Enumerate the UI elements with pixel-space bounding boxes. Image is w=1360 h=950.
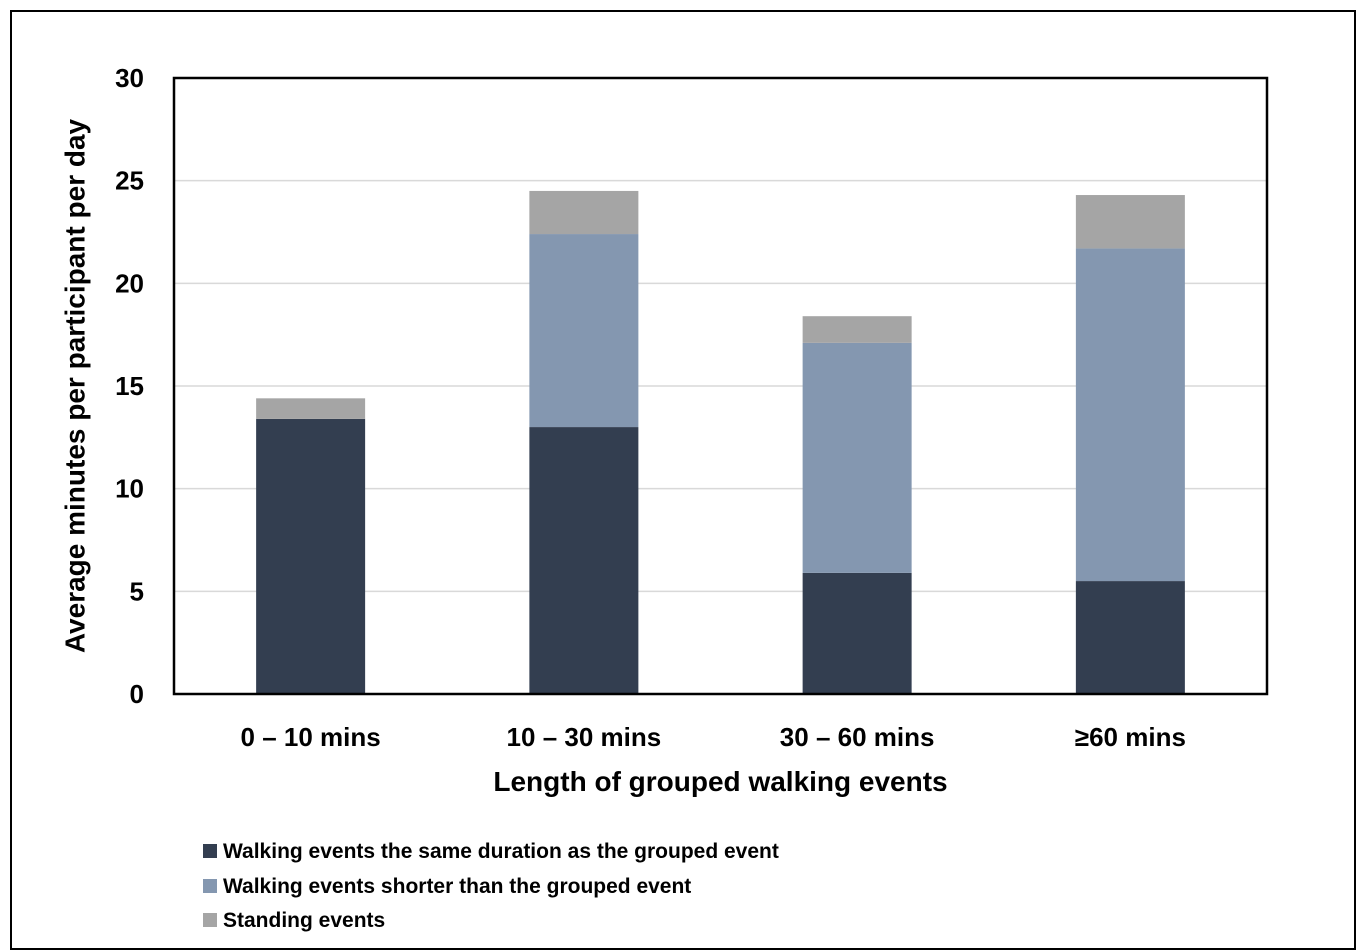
x-axis-tick-labels: 0 – 10 mins 10 – 30 mins 30 – 60 mins ≥60 m… (241, 722, 1186, 752)
legend-label: Walking events the same duration as the … (223, 840, 779, 863)
x-tick-label: 10 – 30 mins (507, 722, 662, 752)
x-tick-label: 0 – 10 mins (241, 722, 381, 752)
y-axis-tick-labels: 0 5 10 15 20 25 30 (115, 63, 144, 709)
y-tick-label: 5 (130, 576, 144, 606)
y-tick-label: 30 (115, 63, 144, 93)
legend: Walking events the same duration as the … (203, 840, 779, 932)
y-tick-label: 20 (115, 268, 144, 298)
bar-segment (802, 316, 912, 343)
bar-segment (529, 190, 639, 235)
bar-segment (802, 572, 912, 694)
y-tick-label: 0 (130, 679, 144, 709)
x-tick-label: 30 – 60 mins (780, 722, 935, 752)
y-tick-label: 25 (115, 166, 144, 196)
y-axis-title: Average minutes per participant per day (59, 118, 90, 653)
bar-segment (256, 398, 366, 419)
y-tick-label: 15 (115, 371, 144, 401)
legend-swatch (203, 844, 217, 858)
plot-area-border (172, 76, 1269, 696)
bars (256, 190, 1185, 694)
bar-segment (1075, 581, 1185, 694)
legend-swatch (203, 879, 217, 893)
bar-segment (802, 342, 912, 573)
legend-label: Standing events (223, 909, 385, 932)
legend-swatch (203, 913, 217, 927)
y-tick-label: 10 (115, 474, 144, 504)
bar-segment (1075, 248, 1185, 582)
bar-segment (256, 418, 366, 694)
bar-segment (529, 234, 639, 428)
bar-segment (529, 427, 639, 694)
legend-label: Walking events shorter than the grouped … (223, 875, 691, 898)
x-axis-title: Length of grouped walking events (493, 766, 947, 797)
x-tick-label: ≥60 mins (1075, 722, 1186, 752)
bar-segment (1075, 195, 1185, 249)
